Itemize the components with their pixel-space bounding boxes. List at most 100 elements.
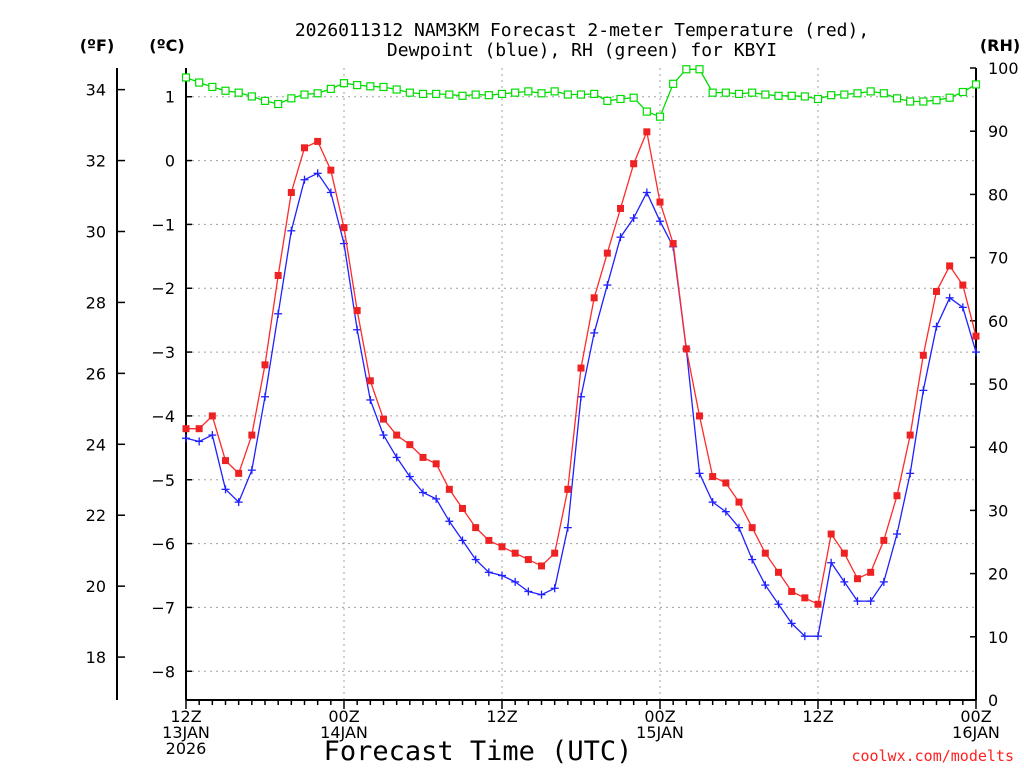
rh-point bbox=[379, 82, 388, 92]
dewpoint-point bbox=[208, 431, 217, 440]
temperature-point bbox=[261, 361, 269, 369]
dewpoint-point bbox=[972, 348, 980, 357]
rh-point bbox=[563, 90, 572, 99]
temperature-point bbox=[814, 600, 822, 608]
fahrenheit-tick-label: 22 bbox=[86, 506, 106, 525]
temperature-point bbox=[538, 562, 545, 570]
rh-point bbox=[247, 92, 256, 101]
rh-point bbox=[629, 93, 638, 102]
temperature-point bbox=[314, 137, 322, 145]
dewpoint-point bbox=[313, 169, 322, 178]
celsius-tick-label: −2 bbox=[151, 279, 175, 298]
celsius-tick-label: −3 bbox=[151, 343, 175, 362]
temperature-point bbox=[617, 204, 624, 212]
dewpoint-point bbox=[471, 555, 480, 564]
dewpoint-point bbox=[945, 293, 954, 302]
temperature-point bbox=[327, 166, 335, 174]
rh-point bbox=[734, 89, 744, 99]
dewpoint-point bbox=[919, 386, 928, 395]
temperature-point bbox=[867, 568, 875, 576]
rh-point bbox=[827, 91, 836, 100]
dewpoint-point bbox=[498, 571, 506, 580]
temperature-point bbox=[551, 549, 559, 557]
dewpoint-point bbox=[866, 597, 875, 606]
rh-point bbox=[339, 79, 349, 88]
rh-point bbox=[405, 88, 414, 97]
rh-point bbox=[708, 88, 717, 97]
fahrenheit-tick-label: 28 bbox=[86, 293, 106, 312]
dewpoint-line bbox=[185, 172, 977, 637]
temperature-point bbox=[340, 224, 348, 232]
rh-point bbox=[458, 91, 467, 100]
rh-tick-label: 10 bbox=[988, 628, 1008, 647]
temperature-point bbox=[445, 485, 453, 493]
temperature-point bbox=[827, 530, 835, 538]
dewpoint-point bbox=[800, 632, 809, 641]
dewpoint-point bbox=[603, 281, 612, 290]
rh-point bbox=[787, 91, 796, 100]
dewpoint-point bbox=[814, 632, 822, 641]
rh-point bbox=[445, 90, 454, 99]
x-tick-label: 12Z bbox=[802, 707, 833, 726]
temperature-point bbox=[972, 332, 980, 340]
dewpoint-point bbox=[458, 536, 467, 545]
temperature-point bbox=[801, 594, 809, 602]
dewpoint-point bbox=[893, 530, 901, 539]
rh-tick-label: 90 bbox=[988, 122, 1008, 141]
temperature-point bbox=[775, 568, 782, 576]
rh-unit-label: (RH) bbox=[980, 36, 1020, 55]
dewpoint-point bbox=[616, 233, 625, 242]
rh-point bbox=[813, 94, 823, 104]
temperature-point bbox=[432, 460, 440, 468]
temperature-point bbox=[380, 415, 387, 423]
dewpoint-point bbox=[708, 498, 717, 507]
rh-tick-label: 70 bbox=[988, 249, 1008, 268]
x-tick-label: 16JAN bbox=[952, 723, 1000, 742]
axes bbox=[116, 67, 977, 709]
dewpoint-point bbox=[761, 581, 770, 590]
rh-point bbox=[840, 90, 849, 99]
temperature-point bbox=[880, 536, 888, 544]
temperature-point bbox=[959, 281, 967, 289]
dewpoint-point bbox=[366, 395, 375, 404]
celsius-tick-label: −6 bbox=[151, 535, 175, 554]
fahrenheit-tick-label: 30 bbox=[86, 222, 106, 241]
temperature-point bbox=[630, 160, 638, 168]
fahrenheit-tick-label: 18 bbox=[86, 648, 106, 667]
x-tick-label: 00Z bbox=[328, 707, 359, 726]
dewpoint-point bbox=[524, 587, 533, 596]
temperature-point bbox=[235, 469, 243, 477]
rh-tick-label: 100 bbox=[988, 59, 1019, 78]
temperature-point bbox=[933, 287, 940, 295]
rh-point bbox=[260, 96, 270, 105]
temperature-point bbox=[946, 262, 954, 270]
temperature-point bbox=[274, 271, 282, 279]
temperature-point bbox=[919, 351, 927, 359]
rh-tick-label: 0 bbox=[988, 691, 998, 710]
rh-point bbox=[879, 89, 888, 98]
temperature-point bbox=[603, 249, 611, 257]
temperature-point bbox=[696, 412, 703, 420]
celsius-unit-label: (ºC) bbox=[149, 36, 184, 55]
dewpoint-point bbox=[287, 226, 296, 235]
rh-point bbox=[761, 90, 770, 99]
x-tick-label: 2026 bbox=[166, 739, 207, 758]
rh-tick-label: 50 bbox=[988, 375, 1008, 394]
temperature-point bbox=[248, 431, 256, 439]
dewpoint-point bbox=[840, 577, 849, 586]
dewpoint-point bbox=[787, 619, 796, 628]
rh-point bbox=[392, 85, 401, 94]
dewpoint-point bbox=[405, 472, 414, 481]
rh-point bbox=[471, 90, 480, 99]
dewpoint-point bbox=[721, 507, 730, 516]
dewpoint-point bbox=[419, 488, 427, 497]
temperature-point bbox=[735, 498, 743, 506]
rh-point bbox=[208, 82, 217, 92]
dewpoint-point bbox=[221, 485, 230, 494]
rh-point bbox=[418, 89, 428, 99]
temperature-point bbox=[748, 524, 756, 532]
rh-point bbox=[655, 112, 665, 121]
fahrenheit-tick-label: 34 bbox=[86, 81, 106, 100]
celsius-tick-label: −4 bbox=[151, 407, 175, 426]
